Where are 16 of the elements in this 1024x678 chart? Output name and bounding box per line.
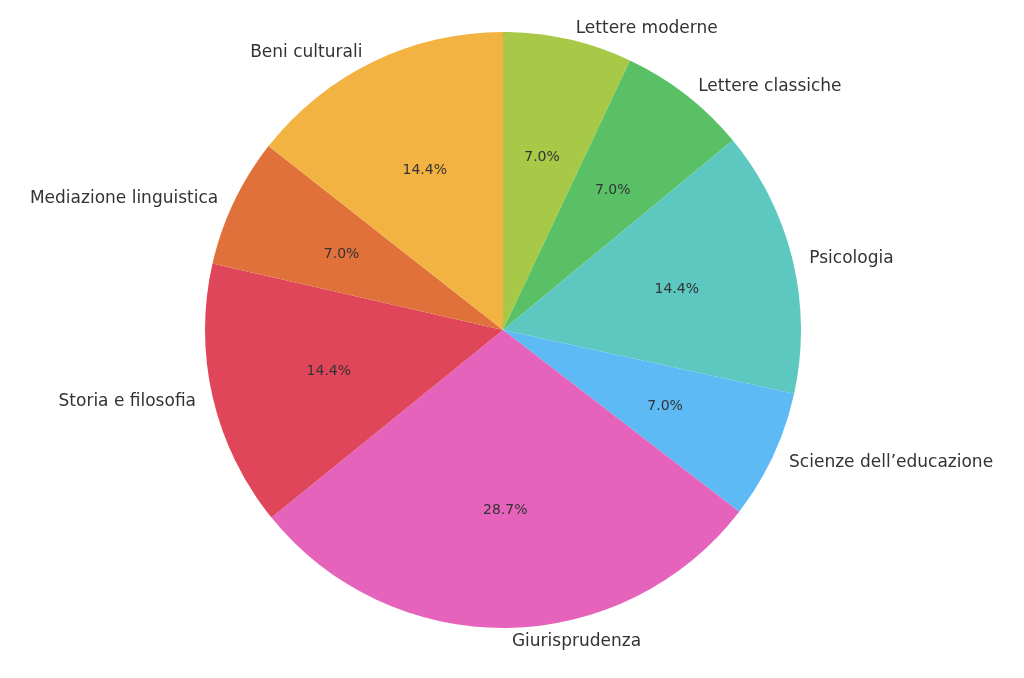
data-label: 7.0% <box>647 397 683 414</box>
slice-label: Lettere moderne <box>575 17 718 38</box>
data-label: 7.0% <box>323 245 360 262</box>
slice-label: Giurisprudenza <box>511 629 642 650</box>
data-label: 7.0% <box>524 147 560 164</box>
data-label: 14.4% <box>306 362 352 379</box>
data-label: 14.4% <box>654 279 700 296</box>
slice-label: Lettere classiche <box>698 75 842 96</box>
data-label: 7.0% <box>594 180 631 197</box>
slice-label: Scienze dell’educazione <box>789 450 994 471</box>
data-label: 14.4% <box>402 161 448 178</box>
slice-label: Beni culturali <box>250 41 363 62</box>
slice-label: Storia e filosofia <box>58 390 197 411</box>
slice-label: Mediazione linguistica <box>29 186 219 207</box>
data-label: 28.7% <box>483 500 528 517</box>
slice-label: Psicologia <box>809 247 894 268</box>
